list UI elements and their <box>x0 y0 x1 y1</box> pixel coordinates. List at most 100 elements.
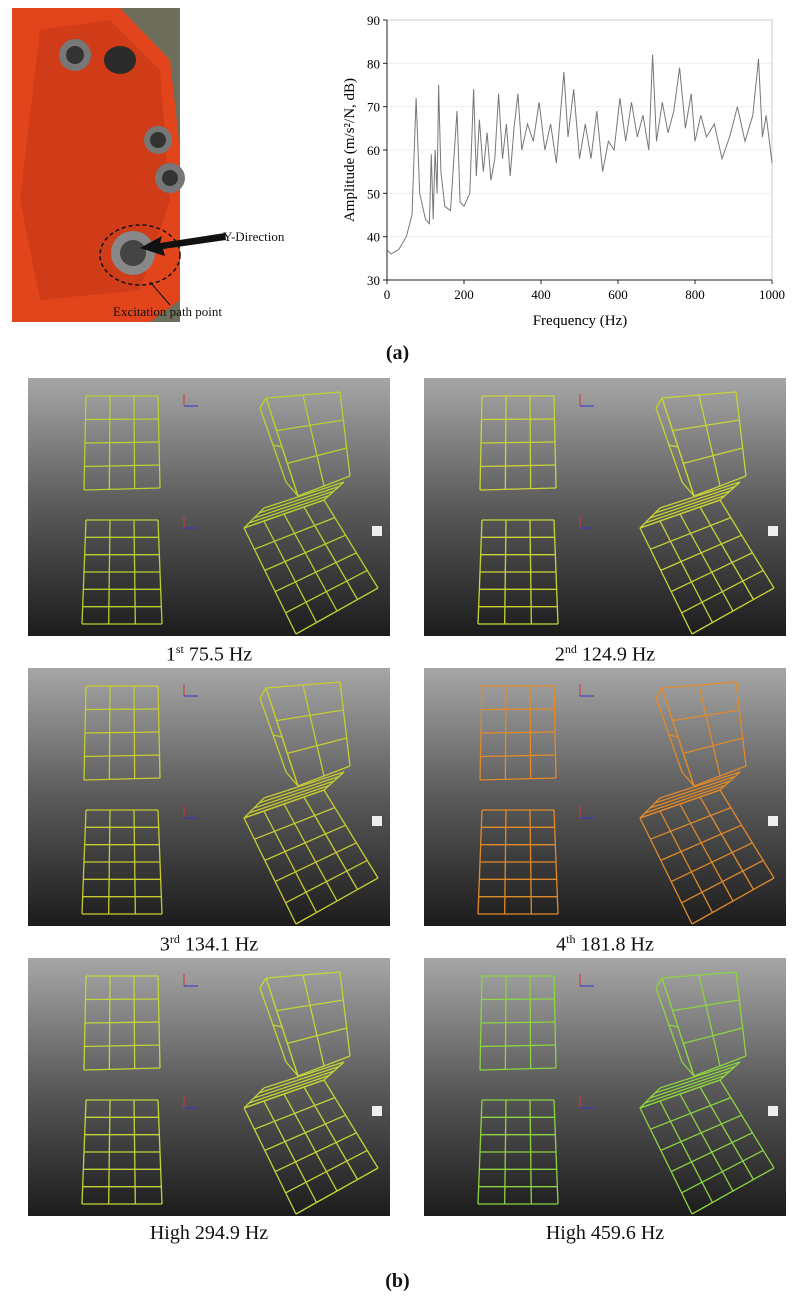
y-tick-label: 80 <box>367 56 380 71</box>
wire <box>84 778 160 780</box>
wire <box>303 395 324 486</box>
wire <box>277 1000 344 1011</box>
wire <box>273 445 282 447</box>
mode-label: th <box>566 932 575 946</box>
wire <box>650 1071 730 1098</box>
wire <box>85 732 159 733</box>
wire <box>682 570 764 612</box>
mode-label: nd <box>565 642 577 656</box>
data-line <box>387 55 772 254</box>
wire <box>481 732 555 733</box>
wire <box>284 1094 337 1191</box>
wire <box>700 1087 754 1180</box>
wire <box>640 528 692 634</box>
mode-caption: 4th 181.8 Hz <box>424 932 786 957</box>
mode-caption: High 459.6 Hz <box>424 1222 786 1245</box>
y-tick-label: 40 <box>367 230 380 245</box>
wire <box>736 682 746 766</box>
mode-label: 2 <box>555 644 565 666</box>
mode-label: 75.5 Hz <box>189 644 252 666</box>
mode-label: 124.9 Hz <box>582 644 655 666</box>
wire <box>287 738 346 753</box>
mode-label: 134.1 Hz <box>185 934 258 956</box>
wire <box>683 448 742 463</box>
wire <box>692 878 774 924</box>
mode-label: High <box>150 1222 190 1244</box>
cube-icon <box>768 816 778 826</box>
wire <box>699 685 720 776</box>
mode-label: 4 <box>556 934 566 956</box>
wire <box>481 1022 555 1023</box>
wire <box>304 797 358 890</box>
mode-caption: High 294.9 Hz <box>28 1222 390 1245</box>
x-tick-label: 400 <box>531 287 551 302</box>
wire <box>296 588 378 634</box>
wire <box>275 1133 356 1172</box>
wire <box>680 514 733 611</box>
wire <box>680 1094 733 1191</box>
wire <box>656 398 662 408</box>
wire <box>699 395 720 486</box>
x-tick-label: 600 <box>608 287 628 302</box>
cube-icon <box>372 816 382 826</box>
y-tick-label: 30 <box>367 273 380 288</box>
mode-label: 1 <box>166 644 176 666</box>
wire <box>720 500 774 588</box>
wire <box>304 507 358 600</box>
cube-icon <box>372 1106 382 1116</box>
wire <box>656 978 662 988</box>
wire <box>287 448 346 463</box>
wire <box>264 521 317 623</box>
wire <box>480 778 556 780</box>
wireframe <box>424 958 786 1216</box>
wire <box>260 688 266 698</box>
wire <box>275 553 356 592</box>
wire <box>298 1056 350 1076</box>
wire <box>84 1068 160 1070</box>
wire <box>264 1101 317 1203</box>
wireframe <box>28 668 390 926</box>
wire <box>86 419 159 420</box>
wire <box>481 442 555 443</box>
wire <box>86 709 159 710</box>
wire <box>683 1028 742 1043</box>
wire <box>273 735 282 737</box>
wire <box>85 1022 159 1023</box>
wire <box>660 521 713 623</box>
wire <box>275 843 356 882</box>
wire <box>340 392 350 476</box>
wire <box>700 507 754 600</box>
mode-label: 3 <box>160 934 170 956</box>
wire <box>286 860 368 902</box>
wire <box>85 442 159 443</box>
wire <box>304 1087 358 1180</box>
wire <box>700 797 754 890</box>
wire <box>273 1025 282 1027</box>
wire <box>324 500 378 588</box>
wire <box>86 999 159 1000</box>
wire <box>650 491 730 518</box>
wire <box>692 588 774 634</box>
wire <box>254 491 334 518</box>
wire <box>671 1133 752 1172</box>
wireframe <box>28 958 390 1216</box>
wire <box>481 755 556 757</box>
wire <box>264 811 317 913</box>
wire <box>480 1068 556 1070</box>
wire <box>254 1071 334 1098</box>
mode-shape <box>28 958 390 1216</box>
wire <box>736 392 746 476</box>
wire <box>481 1045 556 1047</box>
wire <box>694 476 746 496</box>
mode-shape <box>424 958 786 1216</box>
figure-a: Y-Direction Excitation path point Amplit… <box>0 0 795 340</box>
wire <box>480 488 556 490</box>
wire <box>640 818 692 924</box>
wire <box>680 804 733 901</box>
wire <box>298 766 350 786</box>
mode-caption: 1st 75.5 Hz <box>28 642 390 667</box>
wire <box>84 488 160 490</box>
cube-icon <box>768 1106 778 1116</box>
x-tick-label: 200 <box>454 287 474 302</box>
x-tick-label: 0 <box>384 287 391 302</box>
